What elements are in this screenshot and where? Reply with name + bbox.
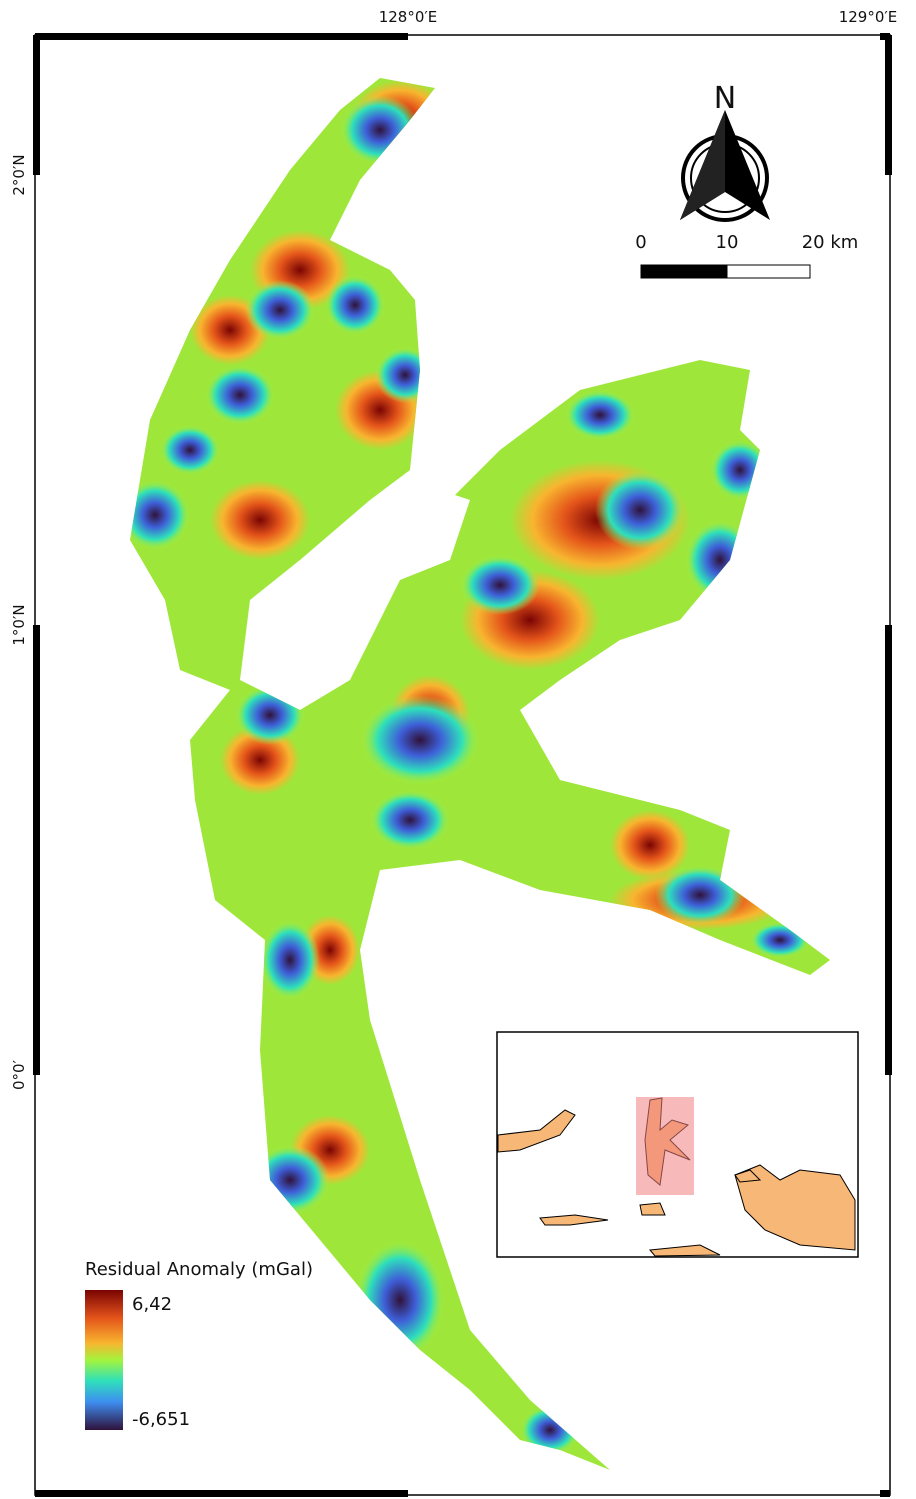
- north-arrow: [680, 110, 770, 220]
- longitude-label: 128°0′E: [379, 8, 438, 26]
- inset-map: [497, 1032, 858, 1257]
- frame-segment: [33, 35, 40, 175]
- scale-bar-segment: [727, 265, 810, 278]
- frame-segment: [885, 35, 892, 175]
- frame-segment: [33, 625, 40, 1075]
- latitude-label: 2°0′N: [10, 154, 28, 195]
- longitude-label: 129°0′E: [839, 8, 898, 26]
- latitude-label: 0°0′: [10, 1059, 28, 1090]
- frame-segment: [35, 33, 408, 40]
- legend-min: -6,651: [132, 1409, 190, 1430]
- frame-segment: [880, 1490, 890, 1497]
- scale-bar-segment: [641, 265, 727, 278]
- scale-label: 20 km: [802, 232, 859, 253]
- scale-label: 0: [635, 232, 646, 253]
- frame-segment: [885, 625, 892, 1075]
- latitude-label: 1°0′N: [10, 604, 28, 645]
- scale-label: 10: [716, 232, 739, 253]
- legend-ramp: [85, 1290, 123, 1430]
- map: 128°0′E 129°0′E 2°0′N 1°0′N 0°0′: [0, 0, 916, 1499]
- frame-segment: [35, 1490, 408, 1497]
- legend-max: 6,42: [132, 1294, 172, 1315]
- north-label: N: [714, 81, 736, 116]
- legend-title: Residual Anomaly (mGal): [85, 1259, 313, 1280]
